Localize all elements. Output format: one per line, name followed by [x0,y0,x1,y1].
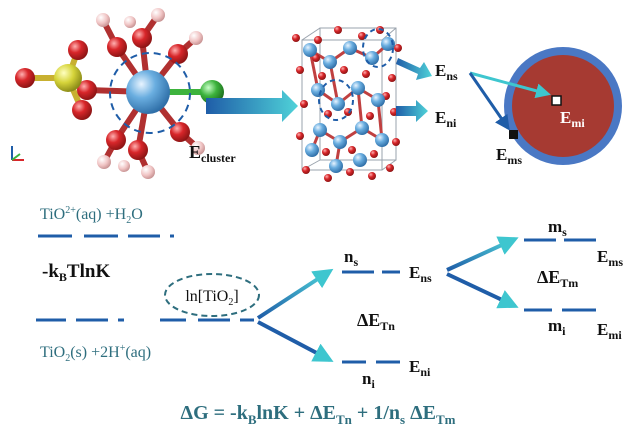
arrow-to-ms-level [446,236,519,272]
sulfur-atom [54,64,82,92]
surface-site-marker [509,130,518,139]
e-ms-label: Ems [496,145,522,167]
arrow-to-ns-level [256,268,334,320]
ns-label: ns [344,247,358,269]
titanium-atom [126,70,170,114]
emi-label-lower: Emi [597,320,622,342]
kbtlnk-label: -kBTlnK [42,261,110,284]
cluster-to-crystal-arrow [206,90,298,122]
ln-tio2-label: ln[TiO2] [185,288,238,308]
arrow-to-ens [396,58,432,80]
e-ni-label: Eni [435,108,457,130]
e-cluster-label: Ecluster [189,142,236,165]
crystal-structure [292,26,402,182]
ms-label: ms [548,217,567,239]
surface-highlight-circle [362,28,394,68]
delta-e-tn-label: ΔETn [357,310,395,333]
e-ns-label: Ens [435,61,458,83]
cluster-highlight-circle [109,52,191,134]
arrow-ens-to-ms [468,72,510,131]
reaction-bottom-label: TiO2(s) +2H+(aq) [40,343,151,364]
eni-label-lower: Eni [409,357,431,379]
interior-highlight-circle [318,79,354,121]
e-mi-label: Emi [560,108,585,130]
reaction-top-label: TiO2+(aq) +H2O [40,205,143,226]
gibbs-equation: ΔG = -kBlnK + ΔETn + 1/ns ΔETm [181,402,456,427]
arrow-to-ni-level [257,320,334,362]
nanoparticle-sphere [504,47,622,165]
delta-e-tm-label: ΔETm [537,267,578,290]
ens-label-lower: Ens [409,263,432,285]
ems-label-lower: Ems [597,247,623,269]
hydrogen-atoms [96,8,205,179]
axes-icon [11,146,24,161]
ni-label: ni [362,369,375,391]
arrow-to-eni [396,100,428,122]
interior-site-marker [551,95,562,106]
ln-tio2-circle [164,273,260,317]
arrow-to-mi-level [446,272,519,309]
cluster-model [15,8,224,179]
energy-diagram: TiO2+(aq) +H2O -kBTlnK TiO2(s) +2H+(aq) … [36,205,623,391]
mi-label: mi [548,316,566,338]
oxygen-atoms [15,28,190,160]
arrow-ens-to-mi [469,71,551,99]
